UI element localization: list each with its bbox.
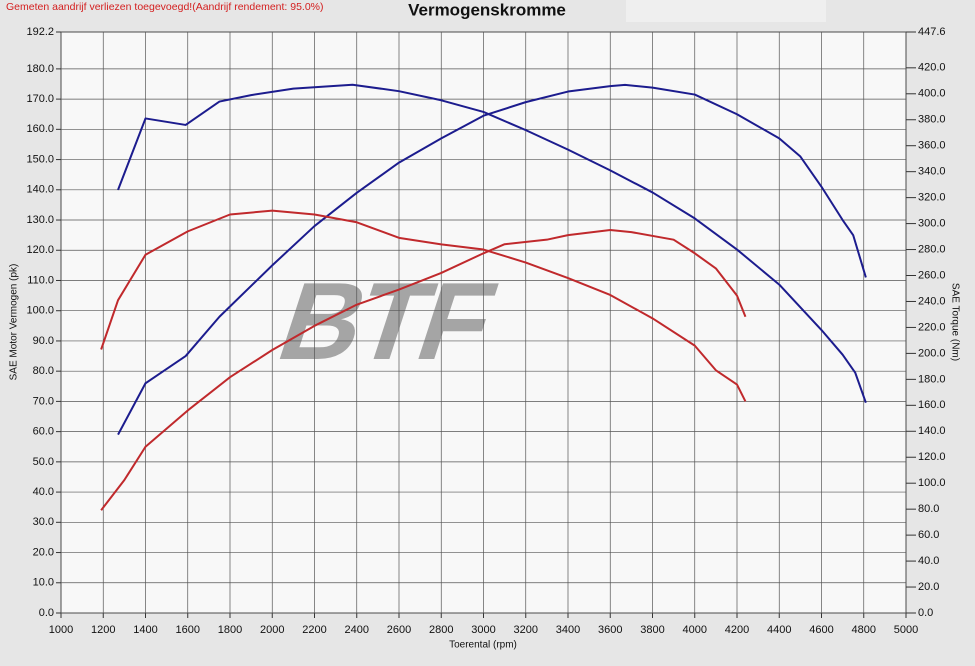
y2-tick-label: 200.0	[918, 347, 946, 359]
x-tick-label: 1200	[91, 624, 115, 636]
x-tick-label: 2400	[345, 624, 369, 636]
y-tick-label: 170.0	[26, 93, 54, 105]
y2-tick-label: 0.0	[918, 607, 933, 619]
y2-tick-label: 280.0	[918, 243, 946, 255]
note: Gemeten aandrijf verliezen toegevoegd!(A…	[6, 1, 324, 13]
x-tick-label: 2600	[387, 624, 411, 636]
y-tick-label: 140.0	[26, 184, 54, 196]
y2-tick-label: 320.0	[918, 192, 946, 204]
series-line	[100, 228, 747, 511]
y-tick-label: 30.0	[33, 516, 54, 528]
y-tick-label: 80.0	[33, 365, 54, 377]
x-tick-label: 1400	[133, 624, 157, 636]
y-tick-label: 130.0	[26, 214, 54, 226]
series-line	[117, 83, 867, 436]
watermark: BTF	[265, 260, 507, 383]
y2-tick-label: 420.0	[918, 62, 946, 74]
y-tick-label: 110.0	[27, 274, 54, 286]
header-box	[626, 0, 826, 22]
y2-tick-label: 380.0	[918, 114, 946, 126]
y2-tick-label: 360.0	[918, 140, 946, 152]
chart-title: Vermogenskromme	[408, 0, 566, 19]
y-tick-label: 60.0	[33, 426, 54, 438]
x-tick-label: 1600	[176, 624, 200, 636]
x-tick-label: 3200	[514, 624, 538, 636]
y-tick-label: 100.0	[26, 305, 54, 317]
x-tick-label: 1800	[218, 624, 242, 636]
x-tick-label: 4200	[725, 624, 749, 636]
y-tick-label: 90.0	[33, 335, 54, 347]
y-tick-label: 150.0	[26, 153, 54, 165]
y-tick-label: 120.0	[26, 244, 54, 256]
y2-tick-label: 40.0	[918, 555, 939, 567]
y-tick-label: 180.0	[26, 63, 54, 75]
y-axis-title: SAE Motor Vermogen (pk)	[9, 264, 20, 381]
x-tick-label: 1000	[49, 624, 73, 636]
x-tick-label: 3000	[471, 624, 495, 636]
y2-axis-title: SAE Torque (Nm)	[949, 283, 960, 361]
series-line	[100, 209, 747, 402]
y2-tick-label: 160.0	[918, 399, 946, 411]
x-tick-label: 3800	[640, 624, 664, 636]
y2-tick-label: 180.0	[918, 373, 946, 385]
y-tick-label: 192.2	[26, 26, 54, 38]
x-tick-label: 4800	[852, 624, 876, 636]
y-tick-label: 160.0	[26, 123, 54, 135]
x-tick-label: 2200	[302, 624, 326, 636]
y-tick-label: 10.0	[33, 577, 54, 589]
y2-tick-label: 60.0	[918, 529, 939, 541]
y2-tick-label: 120.0	[918, 451, 946, 463]
x-tick-label: 3600	[598, 624, 622, 636]
x-axis-title: Toerental (rpm)	[449, 640, 517, 651]
y2-tick-label: 340.0	[918, 166, 946, 178]
x-tick-label: 4000	[683, 624, 707, 636]
x-tick-label: 2800	[429, 624, 453, 636]
y2-tick-label: 140.0	[918, 425, 946, 437]
y2-tick-label: 400.0	[918, 88, 946, 100]
y2-tick-label: 220.0	[918, 321, 946, 333]
x-tick-label: 3400	[556, 624, 580, 636]
y2-tick-label: 240.0	[918, 295, 946, 307]
y-tick-label: 20.0	[33, 546, 54, 558]
y2-tick-label: 100.0	[918, 477, 946, 489]
x-tick-label: 4600	[809, 624, 833, 636]
y2-tick-label: 80.0	[918, 503, 939, 515]
series-line	[117, 83, 867, 404]
y2-tick-label: 260.0	[918, 269, 946, 281]
y-tick-label: 0.0	[39, 607, 54, 619]
y2-tick-label: 447.6	[918, 26, 946, 38]
x-tick-label: 4400	[767, 624, 791, 636]
x-tick-label: 5000	[894, 624, 918, 636]
x-tick-label: 2000	[260, 624, 284, 636]
y2-tick-label: 20.0	[918, 581, 939, 593]
y-tick-label: 50.0	[33, 456, 54, 468]
y-tick-label: 70.0	[33, 395, 54, 407]
y-tick-label: 40.0	[33, 486, 54, 498]
y2-tick-label: 300.0	[918, 217, 946, 229]
